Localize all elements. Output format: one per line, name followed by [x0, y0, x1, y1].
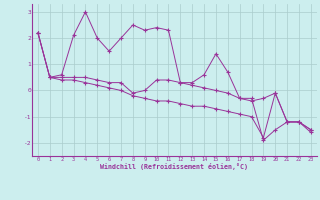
X-axis label: Windchill (Refroidissement éolien,°C): Windchill (Refroidissement éolien,°C): [100, 163, 248, 170]
